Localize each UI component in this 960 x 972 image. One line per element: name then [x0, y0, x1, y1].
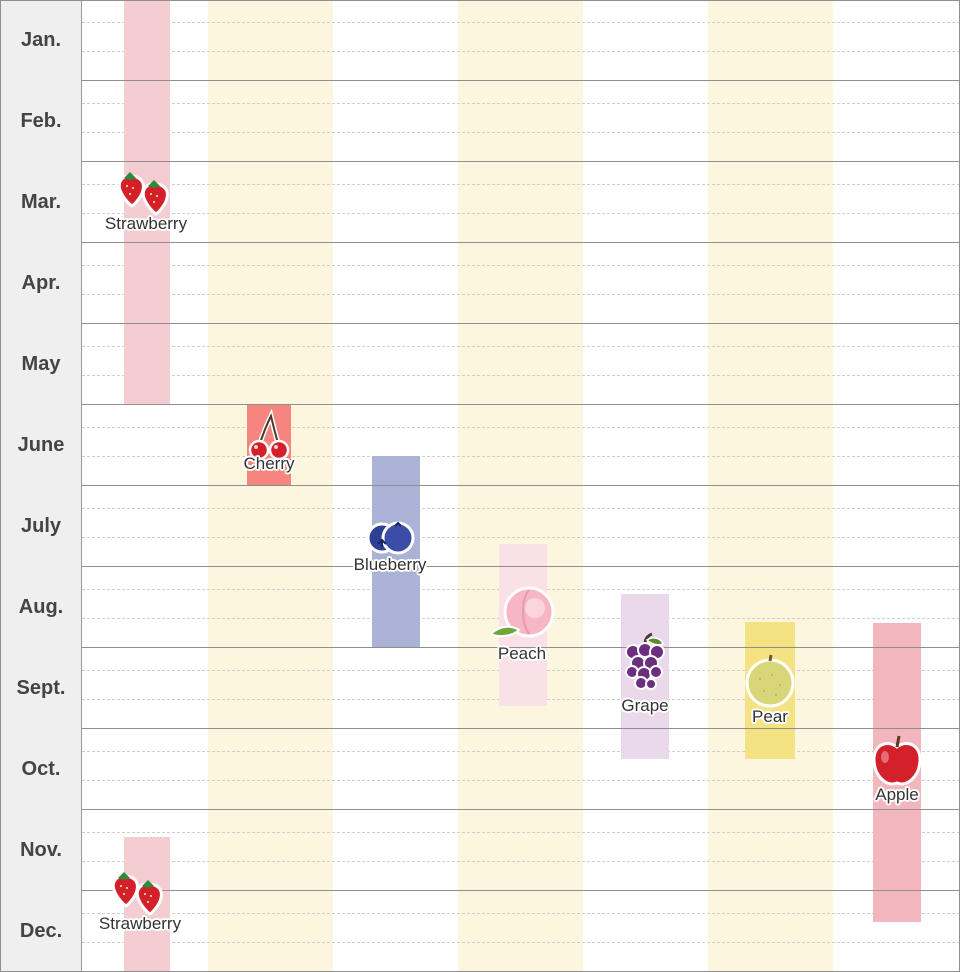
- fruit-strawberry-spring: Strawberry: [96, 168, 196, 234]
- month-divider: [0, 161, 960, 162]
- week-divider: [82, 22, 960, 23]
- month-divider: [0, 323, 960, 324]
- blueberry-icon: [366, 521, 415, 555]
- strawberry-icon: [117, 172, 169, 216]
- month-divider: [0, 728, 960, 729]
- month-label-jan: Jan.: [20, 28, 62, 51]
- week-divider: [82, 375, 960, 376]
- column-stripe: [708, 0, 833, 972]
- fruit-apple: Apple: [857, 733, 937, 805]
- month-divider: [0, 890, 960, 891]
- grape-icon: [625, 632, 665, 690]
- month-label-dec: Dec.: [19, 919, 63, 942]
- week-divider: [82, 103, 960, 104]
- week-divider: [82, 508, 960, 509]
- month-column: Jan. Feb. Mar. Apr. May June July Aug. S…: [0, 0, 82, 972]
- week-divider: [82, 456, 960, 457]
- month-divider: [0, 647, 960, 648]
- column-stripe: [458, 0, 583, 972]
- fruit-label: Blueberry: [353, 555, 427, 574]
- month-label-may: May: [21, 352, 61, 375]
- week-divider: [82, 132, 960, 133]
- week-divider: [82, 346, 960, 347]
- strawberry-icon: [111, 872, 163, 916]
- week-divider: [82, 942, 960, 943]
- fruit-blueberry: Blueberry: [340, 519, 440, 575]
- month-label-mar: Mar.: [20, 190, 62, 213]
- month-divider: [0, 485, 960, 486]
- fruit-grape: Grape: [605, 632, 685, 716]
- month-label-sep: Sept.: [16, 676, 66, 699]
- week-divider: [82, 832, 960, 833]
- fruit-label: Strawberry: [104, 214, 188, 233]
- month-divider: [0, 404, 960, 405]
- week-divider: [82, 537, 960, 538]
- fruit-label: Peach: [497, 644, 547, 663]
- week-divider: [82, 913, 960, 914]
- fruit-pear: Pear: [730, 653, 810, 727]
- fruit-label: Strawberry: [98, 914, 182, 933]
- peach-icon: [489, 586, 555, 638]
- fruit-label: Cherry: [243, 454, 295, 473]
- month-divider: [0, 566, 960, 567]
- week-divider: [82, 294, 960, 295]
- month-label-oct: Oct.: [21, 757, 61, 780]
- week-divider: [82, 861, 960, 862]
- fruit-label: Grape: [621, 696, 669, 715]
- apple-icon: [872, 735, 922, 786]
- cherry-icon: [248, 408, 290, 461]
- month-label-jun: June: [17, 433, 65, 456]
- fruit-peach: Peach: [480, 586, 564, 664]
- column-stripe: [208, 0, 333, 972]
- month-label-aug: Aug.: [18, 595, 64, 618]
- week-divider: [82, 427, 960, 428]
- month-label-apr: Apr.: [21, 271, 61, 294]
- month-label-nov: Nov.: [20, 838, 62, 861]
- week-divider: [82, 751, 960, 752]
- week-divider: [82, 213, 960, 214]
- fruit-cherry: Cherry: [229, 408, 309, 474]
- fruit-label: Pear: [752, 707, 788, 726]
- week-divider: [82, 265, 960, 266]
- pear-icon: [745, 654, 795, 708]
- week-divider: [82, 51, 960, 52]
- month-label-feb: Feb.: [20, 109, 62, 132]
- week-divider: [82, 780, 960, 781]
- week-divider: [82, 184, 960, 185]
- month-divider: [0, 809, 960, 810]
- month-divider: [0, 242, 960, 243]
- fruit-label: Apple: [875, 785, 919, 804]
- month-divider: [0, 80, 960, 81]
- month-label-jul: July: [20, 514, 62, 537]
- fruit-strawberry-winter: Strawberry: [90, 868, 190, 934]
